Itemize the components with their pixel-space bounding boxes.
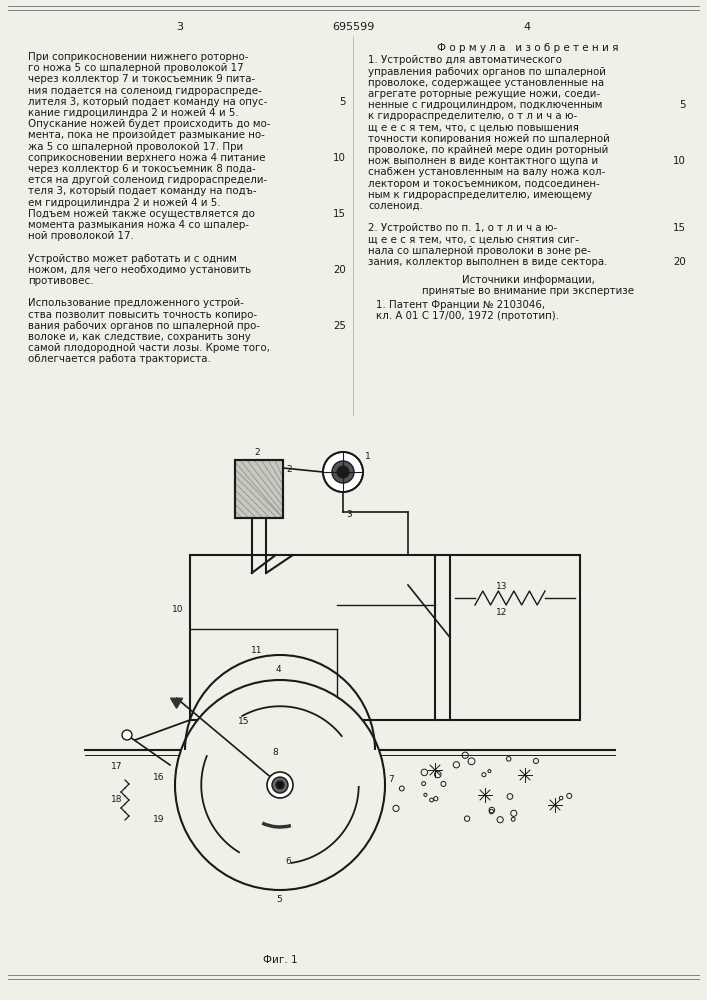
Text: ножом, для чего необходимо установить: ножом, для чего необходимо установить [28,265,251,275]
Text: Ф о р м у л а   и з о б р е т е н и я: Ф о р м у л а и з о б р е т е н и я [437,43,619,53]
Text: к гидрораспределителю, о т л и ч а ю-: к гидрораспределителю, о т л и ч а ю- [368,111,577,121]
Text: 5: 5 [276,895,282,904]
Text: лителя 3, который подает команду на опус-: лителя 3, который подает команду на опус… [28,97,267,107]
Circle shape [323,452,363,492]
Text: ется на другой соленоид гидрораспредели-: ется на другой соленоид гидрораспредели- [28,175,267,185]
Bar [190,555,435,720]
Text: 2: 2 [255,448,259,457]
Circle shape [175,680,385,890]
Text: 15: 15 [333,209,346,219]
Text: точности копирования ножей по шпалерной: точности копирования ножей по шпалерной [368,134,609,144]
Text: проволоке, содержащее установленные на: проволоке, содержащее установленные на [368,78,604,88]
Text: противовес.: противовес. [28,276,93,286]
Text: щ е е с я тем, что, с целью повышения: щ е е с я тем, что, с целью повышения [368,123,579,133]
Text: облегчается работа тракториста.: облегчается работа тракториста. [28,354,211,364]
Text: через коллектор 7 и токосъемник 9 пита-: через коллектор 7 и токосъемник 9 пита- [28,74,255,84]
Text: 2. Устройство по п. 1, о т л и ч а ю-: 2. Устройство по п. 1, о т л и ч а ю- [368,223,557,233]
Text: 10: 10 [172,604,184,613]
Text: 18: 18 [111,795,122,804]
Text: Источники информации,: Источники информации, [462,275,595,285]
Text: 16: 16 [153,773,165,782]
Text: 5: 5 [679,100,686,110]
Circle shape [276,781,284,789]
Text: 6: 6 [285,857,291,866]
Text: жа 5 со шпалерной проволокой 17. При: жа 5 со шпалерной проволокой 17. При [28,142,243,152]
Text: вания рабочих органов по шпалерной про-: вания рабочих органов по шпалерной про- [28,321,260,331]
Text: принятые во внимание при экспертизе: принятые во внимание при экспертизе [422,286,634,296]
Text: Устройство может работать и с одним: Устройство может работать и с одним [28,254,237,264]
Text: 1. Устройство для автоматического: 1. Устройство для автоматического [368,55,562,65]
Text: лектором и токосъемником, подсоединен-: лектором и токосъемником, подсоединен- [368,179,600,189]
Text: 11: 11 [251,646,263,655]
Bar [450,555,580,720]
Circle shape [272,777,288,793]
Text: нала со шпалерной проволоки в зоне ре-: нала со шпалерной проволоки в зоне ре- [368,246,591,256]
Text: 19: 19 [153,815,165,824]
Text: 8: 8 [272,748,278,757]
Text: волоке и, как следствие, сохранить зону: волоке и, как следствие, сохранить зону [28,332,251,342]
Circle shape [267,772,293,798]
Text: соленоид.: соленоид. [368,201,423,211]
Text: 10: 10 [333,153,346,163]
Text: 4: 4 [523,22,530,32]
Text: 3: 3 [346,510,352,519]
Text: момента размыкания ножа 4 со шпалер-: момента размыкания ножа 4 со шпалер- [28,220,249,230]
Text: самой плодородной части лозы. Кроме того,: самой плодородной части лозы. Кроме того… [28,343,270,353]
Text: 17: 17 [111,762,122,771]
Text: ства позволит повысить точность копиро-: ства позволит повысить точность копиро- [28,310,257,320]
Text: Использование предложенного устрой-: Использование предложенного устрой- [28,298,244,308]
Bar [235,460,283,518]
Text: 20: 20 [673,257,686,267]
Polygon shape [170,698,182,708]
Text: 20: 20 [333,265,346,275]
Text: ным к гидрораспределителю, имеющему: ным к гидрораспределителю, имеющему [368,190,592,200]
Text: 3: 3 [177,22,184,32]
Text: 15: 15 [673,223,686,233]
Text: управления рабочих органов по шпалерной: управления рабочих органов по шпалерной [368,67,606,77]
Text: 13: 13 [496,582,508,591]
Bar [235,460,283,518]
Circle shape [332,461,354,483]
Text: 12: 12 [496,608,508,617]
Text: Фиг. 1: Фиг. 1 [263,955,298,965]
Circle shape [122,730,132,740]
Text: ем гидроцилиндра 2 и ножей 4 и 5.: ем гидроцилиндра 2 и ножей 4 и 5. [28,198,221,208]
Text: 1: 1 [365,452,370,461]
Text: 7: 7 [388,775,394,784]
Text: 695599: 695599 [332,22,374,32]
Text: кание гидроцилиндра 2 и ножей 4 и 5.: кание гидроцилиндра 2 и ножей 4 и 5. [28,108,239,118]
Text: снабжен установленным на валу ножа кол-: снабжен установленным на валу ножа кол- [368,167,605,177]
Text: го ножа 5 со шпалерной проволокой 17: го ножа 5 со шпалерной проволокой 17 [28,63,244,73]
Text: 4: 4 [276,665,281,674]
Text: ния подается на соленоид гидрораспреде-: ния подается на соленоид гидрораспреде- [28,86,262,96]
Text: 10: 10 [673,156,686,166]
Text: 25: 25 [333,321,346,331]
Text: ненные с гидроцилиндром, подключенным: ненные с гидроцилиндром, подключенным [368,100,602,110]
Text: теля 3, который подает команду на подъ-: теля 3, который подает команду на подъ- [28,186,257,196]
Text: кл. А 01 С 17/00, 1972 (прототип).: кл. А 01 С 17/00, 1972 (прототип). [376,311,559,321]
Text: 1. Патент Франции № 2103046,: 1. Патент Франции № 2103046, [376,300,545,310]
Text: 15: 15 [238,717,250,726]
Text: щ е е с я тем, что, с целью снятия сиг-: щ е е с я тем, что, с целью снятия сиг- [368,235,579,245]
Text: агрегате роторные режущие ножи, соеди-: агрегате роторные режущие ножи, соеди- [368,89,600,99]
Text: ной проволокой 17.: ной проволокой 17. [28,231,134,241]
Text: 5: 5 [339,97,346,107]
Text: мента, пока не произойдет размыкание но-: мента, пока не произойдет размыкание но- [28,130,265,140]
Text: нож выполнен в виде контактного щупа и: нож выполнен в виде контактного щупа и [368,156,598,166]
Text: Опускание ножей будет происходить до мо-: Опускание ножей будет происходить до мо- [28,119,271,129]
Text: зания, коллектор выполнен в виде сектора.: зания, коллектор выполнен в виде сектора… [368,257,607,267]
Text: проволоке, по крайней мере один роторный: проволоке, по крайней мере один роторный [368,145,608,155]
Text: соприкосновении верхнего ножа 4 питание: соприкосновении верхнего ножа 4 питание [28,153,266,163]
Text: 2: 2 [286,465,291,474]
Text: через коллектор 6 и токосъемник 8 пода-: через коллектор 6 и токосъемник 8 пода- [28,164,256,174]
Circle shape [337,466,349,478]
Text: При соприкосновении нижнего роторно-: При соприкосновении нижнего роторно- [28,52,248,62]
Text: Подъем ножей также осуществляется до: Подъем ножей также осуществляется до [28,209,255,219]
